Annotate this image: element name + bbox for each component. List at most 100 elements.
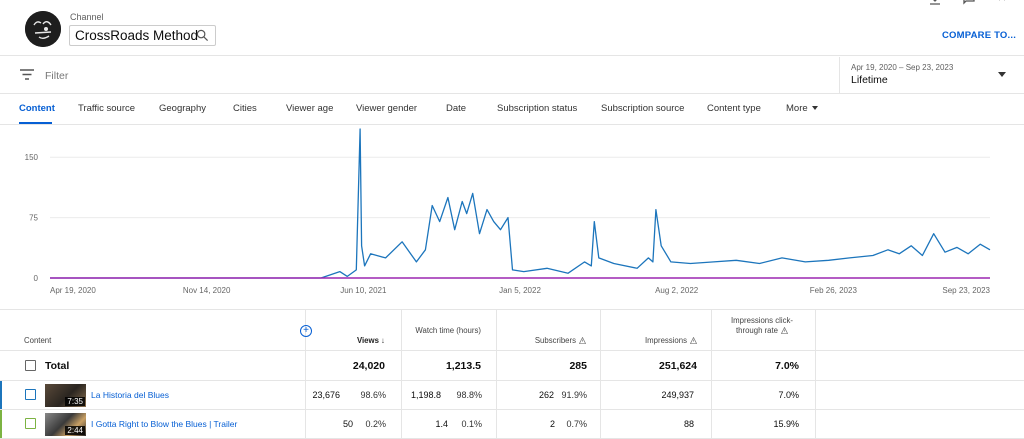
video-title-link[interactable]: I Gotta Right to Blow the Blues | Traile… [91, 419, 238, 429]
content-table: Content + Views ↓ Watch time (hours) Sub… [0, 310, 1024, 439]
x-tick-label: Jan 5, 2022 [499, 286, 541, 295]
date-range-text: Apr 19, 2020 – Sep 23, 2023 [851, 63, 954, 72]
column-divider [496, 310, 497, 439]
x-tick-label: Apr 19, 2020 [50, 286, 96, 295]
column-header-watch-time[interactable]: Watch time (hours) [415, 326, 481, 335]
row-color-indicator [0, 381, 2, 409]
row-watch-time: 1.4 [435, 419, 448, 429]
row-subs-pct: 0.7% [566, 419, 587, 429]
compare-to-button[interactable]: COMPARE TO... [942, 30, 1017, 41]
x-tick-label: Jun 10, 2021 [340, 286, 387, 295]
column-divider [305, 310, 306, 439]
video-title-link[interactable]: La Historia del Blues [91, 390, 169, 400]
tab-content[interactable]: Content [19, 103, 55, 114]
row-subscribers: 262 [538, 390, 554, 400]
top-actions [928, 0, 1010, 6]
total-checkbox[interactable] [25, 360, 36, 371]
tab-subscription-source[interactable]: Subscription source [601, 103, 685, 114]
date-range-selector[interactable]: Apr 19, 2020 – Sep 23, 2023 Lifetime [839, 57, 1024, 94]
row-subs-pct: 91.9% [561, 390, 587, 400]
tab-geography[interactable]: Geography [159, 103, 207, 114]
download-icon[interactable] [928, 0, 942, 6]
tab-traffic-source[interactable]: Traffic source [78, 103, 136, 114]
date-range-value: Lifetime [851, 74, 888, 86]
tab-cities[interactable]: Cities [233, 103, 257, 114]
impressions-header-label: Impressions [644, 336, 687, 345]
video-duration: 7:35 [65, 397, 85, 406]
sort-desc-icon: ↓ [381, 336, 385, 345]
column-divider [600, 310, 601, 439]
channel-label: Channel [70, 12, 104, 22]
warning-icon [781, 327, 789, 335]
dropdown-arrow-icon [998, 72, 1006, 77]
total-views: 24,020 [352, 360, 385, 372]
row-views: 50 [342, 419, 353, 429]
filter-bar: Filter Apr 19, 2020 – Sep 23, 2023 Lifet… [0, 57, 1024, 94]
row-divider [0, 409, 1024, 410]
row-impressions: 88 [683, 419, 694, 429]
tab-content-type[interactable]: Content type [707, 103, 761, 114]
y-tick-label: 150 [25, 153, 39, 162]
row-watch-pct: 98.8% [456, 390, 482, 400]
row-views: 23,676 [312, 390, 340, 400]
dimension-tabs: Content Traffic source Geography Cities … [0, 94, 1024, 125]
row-divider [0, 380, 1024, 381]
x-tick-label: Sep 23, 2023 [942, 286, 990, 295]
column-header-content: Content [24, 336, 52, 345]
tab-more-label: More [786, 103, 808, 114]
row-checkbox[interactable] [25, 418, 36, 429]
header: Channel CrossRoads Method COMPARE TO... [0, 0, 1024, 56]
tab-viewer-age[interactable]: Viewer age [286, 103, 334, 114]
channel-avatar[interactable] [25, 11, 61, 47]
views-header-label: Views [356, 336, 379, 345]
chevron-down-icon [811, 106, 818, 111]
row-views-pct: 98.6% [360, 390, 386, 400]
row-ctr: 7.0% [778, 390, 799, 400]
column-header-views[interactable]: Views ↓ [320, 336, 385, 346]
video-thumbnail[interactable]: 2:44 [45, 413, 86, 436]
x-tick-label: Aug 2, 2022 [655, 286, 699, 295]
row-divider [0, 350, 1024, 351]
row-color-indicator [0, 410, 2, 438]
x-tick-label: Nov 14, 2020 [183, 286, 231, 295]
row-impressions: 249,937 [661, 390, 694, 400]
total-label: Total [45, 360, 70, 372]
total-ctr: 7.0% [775, 360, 799, 372]
column-header-ctr[interactable]: Impressions click-through rate [728, 316, 796, 336]
y-tick-label: 75 [29, 214, 38, 223]
channel-selector[interactable]: CrossRoads Method [69, 25, 216, 46]
total-subscribers: 285 [569, 360, 587, 372]
close-icon[interactable] [996, 0, 1010, 6]
search-icon[interactable] [196, 29, 209, 42]
video-duration: 2:44 [65, 426, 85, 435]
tab-viewer-gender[interactable]: Viewer gender [356, 103, 418, 114]
add-metric-button[interactable]: + [300, 325, 312, 337]
tab-date[interactable]: Date [446, 103, 467, 114]
video-thumbnail[interactable]: 7:35 [45, 384, 86, 407]
tab-more[interactable]: More [786, 103, 818, 114]
column-divider [815, 310, 816, 439]
series-line [50, 128, 991, 279]
subscribers-header-label: Subscribers [534, 336, 576, 345]
ctr-header-label: Impressions click-through rate [731, 316, 793, 335]
column-header-subscribers[interactable]: Subscribers [500, 336, 586, 346]
filter-input[interactable]: Filter [45, 70, 69, 82]
warning-icon [690, 337, 697, 345]
filter-icon[interactable] [20, 69, 34, 80]
row-watch-pct: 0.1% [461, 419, 482, 429]
feedback-icon[interactable] [962, 0, 976, 6]
total-impressions: 251,624 [659, 360, 697, 372]
y-tick-label: 0 [34, 274, 39, 283]
row-watch-time: 1,198.8 [410, 390, 441, 400]
line-chart: 150 75 0 Apr 19, 2020 Nov 14, 2020 Jun 10, 20… [0, 125, 1024, 310]
channel-name: CrossRoads Method [75, 28, 199, 43]
active-tab-indicator [19, 122, 52, 124]
x-tick-label: Feb 26, 2023 [810, 286, 858, 295]
row-views-pct: 0.2% [365, 419, 386, 429]
warning-icon [579, 337, 586, 345]
total-watch-time: 1,213.5 [445, 360, 481, 372]
tab-subscription-status[interactable]: Subscription status [497, 103, 578, 114]
column-divider [711, 310, 712, 439]
column-header-impressions[interactable]: Impressions [605, 336, 697, 346]
row-checkbox[interactable] [25, 389, 36, 400]
